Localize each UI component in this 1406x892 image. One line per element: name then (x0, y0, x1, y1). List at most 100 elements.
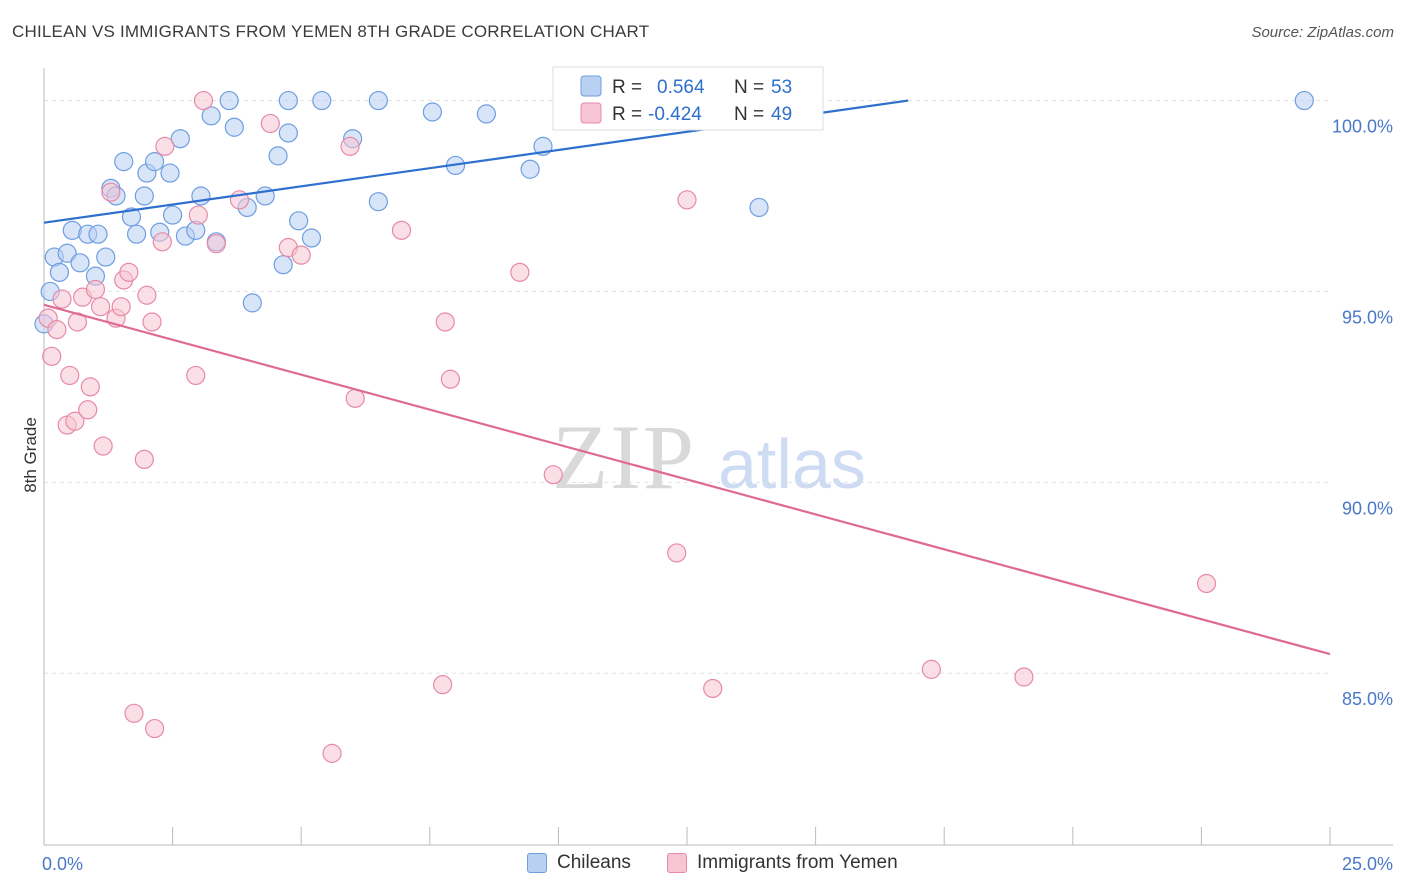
legend-label-yemen: Immigrants from Yemen (697, 852, 898, 873)
yemen-point (119, 262, 139, 282)
legend-top: R = 0.564 N = 53 R = -0.424 N = 49 (552, 66, 824, 131)
chart-title: CHILEAN VS IMMIGRANTS FROM YEMEN 8TH GRA… (12, 22, 650, 41)
legend-label-chileans: Chileans (557, 852, 631, 873)
watermark-atlas: atlas (718, 425, 866, 503)
yemen-point (543, 465, 563, 485)
legend-n-value-1: 53 (771, 77, 792, 98)
legend-swatch-chileans-bottom (527, 853, 547, 873)
chilean-point (70, 253, 90, 273)
yemen-point (206, 234, 226, 254)
yemen-point (42, 346, 62, 366)
source-credit: Source: ZipAtlas.com (1251, 24, 1394, 41)
yemen-point (152, 232, 172, 252)
chilean-point (476, 104, 496, 124)
y-axis-label: 8th Grade (21, 417, 40, 493)
legend-n-value-2: 49 (771, 104, 792, 125)
yemen-point (703, 678, 723, 699)
yemen-point (144, 718, 165, 739)
yemen-point (60, 365, 80, 386)
chilean-point (242, 293, 262, 313)
chilean-point (114, 152, 134, 172)
yemen-point (440, 369, 460, 389)
y-tick-label: 90.0% (1342, 498, 1393, 518)
legend-swatch-chileans (580, 75, 602, 97)
chilean-point (278, 90, 298, 111)
x-tick-label: 0.0% (42, 854, 83, 874)
yemen-point (137, 285, 157, 305)
legend-swatch-yemen (580, 102, 602, 124)
yemen-point (80, 377, 100, 397)
chilean-point (57, 243, 77, 263)
legend-r-value-2: -0.424 (648, 104, 702, 125)
chilean-point (312, 90, 332, 111)
yemen-point (52, 289, 72, 309)
chilean-point (422, 102, 442, 122)
chilean-point (96, 247, 116, 267)
chilean-point (368, 192, 388, 212)
legend-bottom: Chileans Immigrants from Yemen (0, 852, 1406, 878)
yemen-point (134, 449, 154, 470)
watermark: ZIP atlas (552, 406, 866, 508)
legend-n-label-2: N = (734, 104, 764, 125)
yemen-point (340, 136, 360, 156)
watermark-zip: ZIP (552, 406, 696, 508)
chilean-point (49, 262, 70, 282)
yemen-point (667, 543, 687, 563)
yemen-point (435, 312, 455, 332)
yemen-point (155, 136, 175, 156)
y-tick-label: 85.0% (1342, 689, 1393, 709)
yemen-point (101, 182, 121, 202)
chilean-point (134, 186, 154, 206)
y-tick-label: 95.0% (1342, 307, 1393, 327)
chilean-point (121, 207, 142, 227)
legend-n-label-1: N = (734, 77, 764, 98)
legend-r-label-2: R = (612, 104, 642, 125)
yemen-point (921, 659, 941, 679)
legend-swatch-yemen-bottom (667, 853, 687, 873)
chilean-point (289, 211, 309, 231)
yemen-point (188, 205, 208, 225)
legend-item-yemen: Immigrants from Yemen (667, 852, 898, 874)
points-layer (34, 90, 1314, 763)
legend-item-chileans: Chileans (527, 852, 631, 874)
yemen-point (90, 297, 111, 317)
chilean-point (144, 152, 165, 172)
legend-r-value-1: 0.564 (657, 77, 705, 98)
chilean-point (301, 228, 322, 248)
chilean-point (1294, 90, 1314, 111)
yemen-point (433, 675, 453, 695)
yemen-point (65, 411, 85, 431)
yemen-point (1014, 667, 1034, 687)
chilean-point (163, 205, 183, 225)
yemen-point (47, 320, 67, 340)
chilean-point (273, 255, 293, 275)
yemen-point (85, 279, 106, 300)
chilean-point (126, 224, 147, 244)
chilean-point (749, 197, 769, 218)
chilean-point (520, 159, 540, 179)
chilean-point (219, 90, 239, 111)
chilean-point (170, 129, 190, 149)
legend-r-label-1: R = (612, 77, 642, 98)
yemen-point (677, 190, 697, 210)
yemen-point (78, 400, 98, 420)
grid-layer (44, 100, 1330, 674)
chilean-point (201, 106, 221, 126)
trend-layer (43, 99, 1331, 656)
yemen-point (124, 703, 144, 723)
y-tick-label: 100.0% (1332, 117, 1393, 137)
yemen-point (1196, 573, 1217, 594)
yemen-point (391, 220, 412, 240)
chilean-point (160, 163, 180, 183)
yemen-point (291, 245, 311, 265)
chilean-point (268, 146, 288, 166)
yemen-point (510, 262, 530, 282)
x-tick-label: 25.0% (1342, 854, 1393, 874)
yemen-point (186, 365, 206, 386)
axis-layer: 100.0% 95.0% 90.0% 85.0% 0.0% 25.0% (42, 68, 1393, 874)
yemen-point (322, 743, 342, 763)
yemen-point (93, 436, 113, 456)
chilean-point (88, 224, 108, 244)
chilean-point (278, 123, 298, 143)
